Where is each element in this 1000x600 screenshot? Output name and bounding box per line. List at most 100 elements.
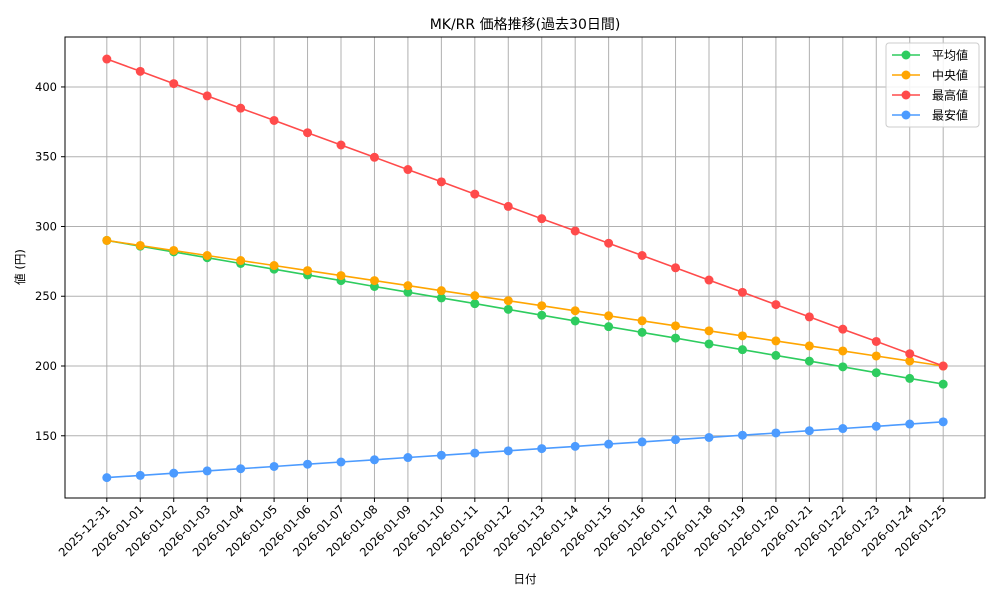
data-point-marker <box>470 448 480 458</box>
data-point-marker <box>871 336 881 346</box>
data-point-marker <box>604 439 614 449</box>
chart-title: MK/RR 価格推移(過去30日間) <box>430 17 621 33</box>
legend-marker-icon <box>901 50 911 60</box>
legend-item: 最安値 <box>892 108 968 123</box>
legend-item: 中央値 <box>892 68 968 83</box>
y-axis: 150 200 250 300 350 400 <box>35 80 65 443</box>
data-point-marker <box>470 291 480 301</box>
data-point-marker <box>403 453 413 463</box>
legend-label: 中央値 <box>932 68 968 83</box>
data-point-marker <box>436 177 446 187</box>
data-point-marker <box>135 470 145 480</box>
data-point-marker <box>303 266 313 276</box>
data-point-marker <box>303 459 313 469</box>
legend-label: 最安値 <box>932 108 968 123</box>
data-point-marker <box>202 466 212 476</box>
data-point-marker <box>737 345 747 355</box>
data-point-marker <box>804 341 814 351</box>
data-point-marker <box>537 310 547 320</box>
data-point-marker <box>470 189 480 199</box>
y-tick-label: 300 <box>35 219 57 233</box>
data-point-marker <box>604 322 614 332</box>
data-point-marker <box>637 251 647 261</box>
data-point-marker <box>671 263 681 273</box>
legend-item: 最高値 <box>892 88 968 103</box>
data-point-marker <box>403 287 413 297</box>
data-point-marker <box>737 287 747 297</box>
data-point-marker <box>704 275 714 285</box>
data-point-marker <box>169 468 179 478</box>
x-axis: 2025-12-312026-01-012026-01-022026-01-03… <box>56 498 949 559</box>
data-point-marker <box>804 356 814 366</box>
data-point-marker <box>905 373 915 383</box>
data-point-marker <box>838 362 848 372</box>
data-point-marker <box>938 379 948 389</box>
data-point-marker <box>938 361 948 371</box>
data-point-marker <box>169 245 179 255</box>
y-tick-label: 150 <box>35 429 57 443</box>
data-point-marker <box>169 79 179 89</box>
series-1 <box>102 235 948 371</box>
data-point-marker <box>604 311 614 321</box>
legend-item: 平均値 <box>892 48 968 63</box>
data-point-marker <box>537 214 547 224</box>
series-line <box>106 239 944 385</box>
data-point-marker <box>336 271 346 281</box>
series-lines <box>102 54 948 483</box>
data-point-marker <box>102 54 112 64</box>
data-point-marker <box>737 331 747 341</box>
data-point-marker <box>905 349 915 359</box>
data-point-marker <box>503 296 513 306</box>
data-point-marker <box>202 251 212 261</box>
data-point-marker <box>637 316 647 326</box>
data-point-marker <box>236 464 246 474</box>
data-point-marker <box>704 326 714 336</box>
data-point-marker <box>269 261 279 271</box>
data-point-marker <box>236 103 246 113</box>
series-3 <box>102 417 948 483</box>
data-point-marker <box>637 437 647 447</box>
legend-label: 最高値 <box>932 88 968 103</box>
data-point-marker <box>570 441 580 451</box>
data-point-marker <box>503 446 513 456</box>
data-point-marker <box>804 426 814 436</box>
data-point-marker <box>871 351 881 361</box>
y-tick-label: 400 <box>35 80 57 94</box>
data-point-marker <box>369 152 379 162</box>
data-point-marker <box>737 430 747 440</box>
data-point-marker <box>303 128 313 138</box>
data-point-marker <box>503 304 513 314</box>
data-point-marker <box>771 350 781 360</box>
data-point-marker <box>369 276 379 286</box>
legend-marker-icon <box>901 110 911 120</box>
data-point-marker <box>938 417 948 427</box>
y-axis-label: 値 (円) <box>13 249 27 285</box>
data-point-marker <box>436 286 446 296</box>
legend-marker-icon <box>901 90 911 100</box>
data-point-marker <box>236 256 246 266</box>
data-point-marker <box>905 356 915 366</box>
data-point-marker <box>838 346 848 356</box>
data-point-marker <box>905 419 915 429</box>
data-point-marker <box>604 238 614 248</box>
data-point-marker <box>804 312 814 322</box>
data-point-marker <box>570 226 580 236</box>
data-point-marker <box>537 301 547 311</box>
data-point-marker <box>771 336 781 346</box>
data-point-marker <box>403 281 413 291</box>
data-point-marker <box>671 321 681 331</box>
data-point-marker <box>336 457 346 467</box>
data-point-marker <box>436 450 446 460</box>
y-tick-label: 200 <box>35 359 57 373</box>
data-point-marker <box>269 115 279 125</box>
series-2 <box>102 54 948 371</box>
data-point-marker <box>403 165 413 175</box>
plot-area-frame <box>64 36 986 499</box>
data-point-marker <box>838 324 848 334</box>
data-point-marker <box>871 421 881 431</box>
data-point-marker <box>135 240 145 250</box>
data-point-marker <box>436 293 446 303</box>
data-point-marker <box>671 435 681 445</box>
